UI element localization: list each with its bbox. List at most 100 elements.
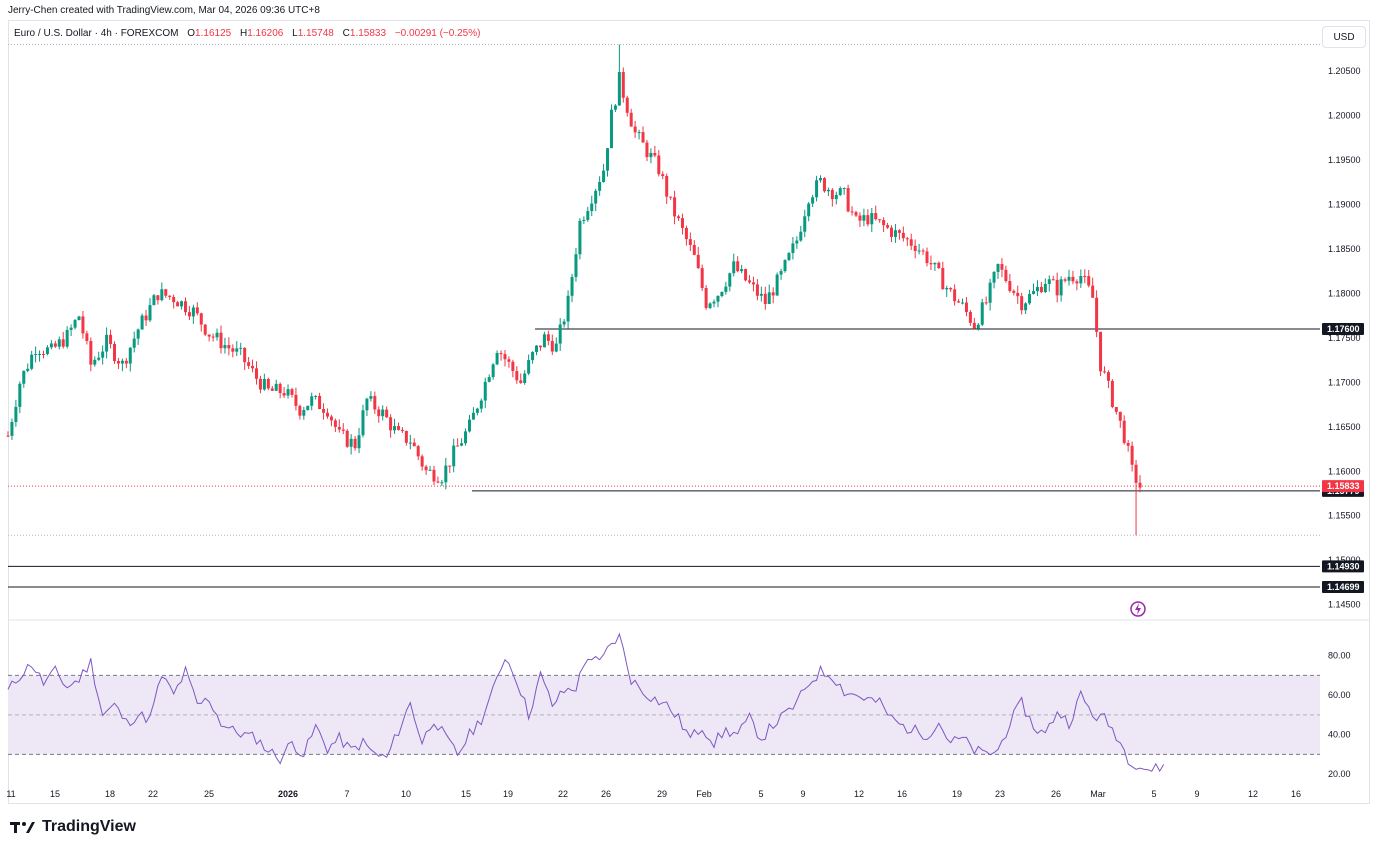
candle-body [251,365,255,369]
candle-body [258,378,262,390]
candle-body [499,352,503,355]
candle-body [799,231,803,241]
candle-body [30,354,34,369]
time-axis-tick: 26 [1051,789,1061,799]
candle-body [1020,296,1024,311]
level-price-label: 1.14930 [1327,561,1360,571]
candle-body [231,348,235,352]
attribution-text: Jerry-Chen created with TradingView.com,… [8,5,320,16]
candle-body [625,97,629,113]
candle-body [369,396,373,399]
candle-body [41,353,45,355]
candle-body [937,262,941,269]
candle-body [302,410,306,416]
candle-body [953,289,957,302]
candle-body [708,303,712,308]
candle-body [353,438,357,449]
candle-body [767,292,771,304]
symbol-title[interactable]: Euro / U.S. Dollar · 4h · FOREXCOM [14,28,179,39]
candle-body [199,313,203,325]
candle-body [239,347,243,349]
candle-body [1043,283,1047,293]
candle-body [653,152,657,156]
candle-body [574,254,578,278]
time-axis-tick: 18 [105,789,115,799]
price-axis-tick: 1.19000 [1328,200,1361,210]
candle-body [803,216,807,232]
candle-body [215,332,219,338]
candle-body [917,250,921,252]
candle-body [716,295,720,302]
candle-body [830,189,834,200]
candle-body [992,271,996,283]
candle-body [124,360,128,364]
candle-body [677,216,681,219]
candle-body [448,465,452,467]
candle-body [1008,281,1012,291]
price-axis-tick: 1.15000 [1328,555,1361,565]
price-axis-tick: 1.19500 [1328,155,1361,165]
time-axis-tick: 29 [657,789,667,799]
candle-body [511,361,515,372]
candle-body [389,417,393,431]
candle-body [73,320,77,328]
candle-body [404,430,408,443]
candle-body [10,422,14,436]
candle-body [933,262,937,265]
candle-body [870,213,874,225]
candle-body [49,343,53,348]
candle-body [357,435,361,449]
candle-body [897,230,901,233]
candle-body [996,263,1000,272]
open-value: 1.16125 [195,28,232,39]
candle-body [105,334,109,352]
low-value: 1.15748 [297,28,334,39]
candle-body [720,291,724,296]
candle-body [633,126,637,133]
candle-body [85,333,89,341]
candle-body [341,429,345,431]
candle-body [606,148,610,171]
price-axis-tick: 1.20500 [1328,66,1361,76]
candle-body [393,426,397,431]
candle-body [329,416,333,421]
candle-body [282,393,286,396]
candle-body [464,431,468,444]
candle-body [128,347,132,364]
candle-body [294,394,298,406]
candle-body [838,188,842,195]
candle-body [858,215,862,221]
candle-body [732,261,736,274]
candle-body [819,178,823,181]
candle-body [483,381,487,401]
tradingview-logo[interactable]: TradingView [10,818,136,836]
candle-body [621,72,625,98]
candle-body [333,420,337,427]
candle-body [1012,290,1016,293]
time-axis-tick: 19 [952,789,962,799]
candle-body [590,203,594,212]
currency-selector[interactable]: USD [1322,26,1366,48]
time-axis-tick: 22 [558,789,568,799]
candle-body [684,227,688,240]
candle-body [562,321,566,325]
candle-body [523,373,527,383]
candle-body [424,466,428,471]
candle-body [779,271,783,275]
candle-body [842,188,846,190]
tradingview-logo-text: TradingView [42,818,136,835]
candle-body [396,426,400,430]
candle-body [491,364,495,378]
candle-body [266,378,270,389]
candle-body [203,324,207,335]
candle-body [740,269,744,272]
candle-body [412,442,416,447]
candle-body [235,348,239,352]
candle-body [1059,279,1063,296]
lightning-alert-icon[interactable] [1130,601,1146,617]
candle-body [661,174,665,177]
candle-body [81,316,85,334]
candle-body [1024,303,1028,311]
candle-body [578,220,582,255]
